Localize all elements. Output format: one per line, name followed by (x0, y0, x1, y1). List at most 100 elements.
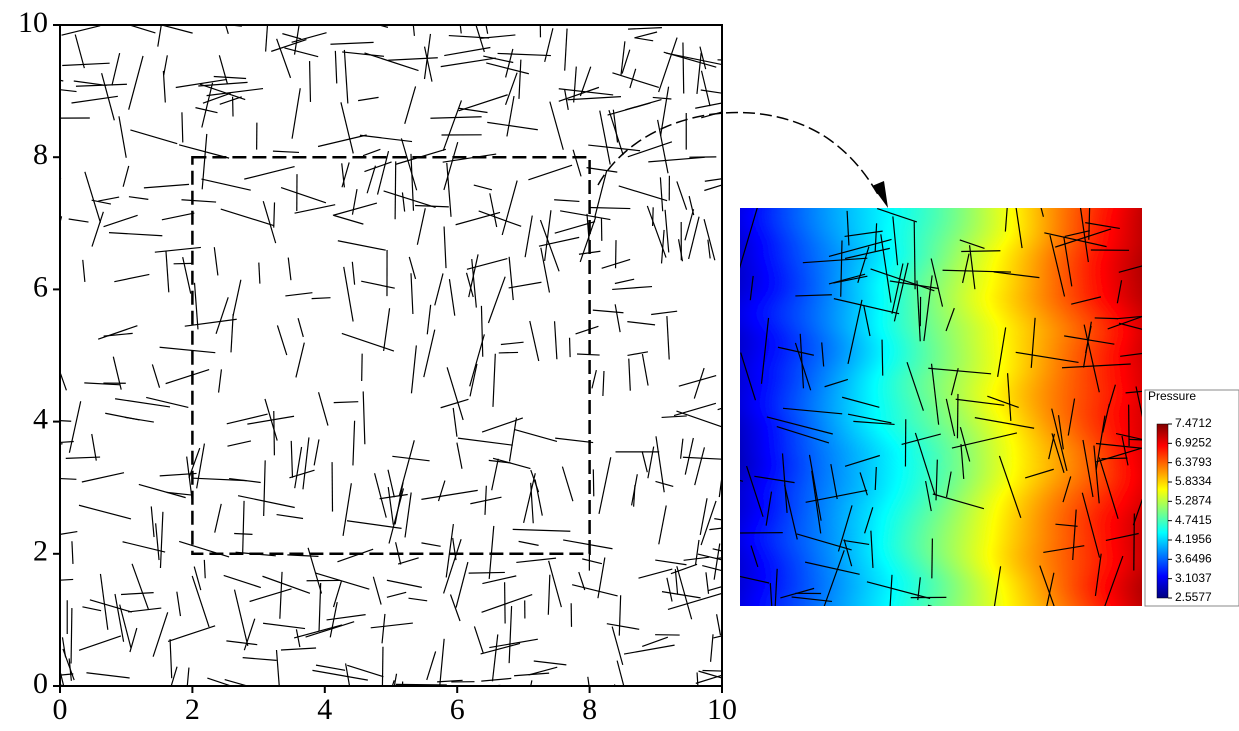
x-tick-label: 4 (317, 693, 332, 726)
fracture (675, 12, 714, 19)
fracture (483, 55, 514, 64)
fracture (935, 459, 938, 501)
fracture (294, 204, 336, 214)
fracture (844, 230, 883, 238)
fracture (84, 382, 121, 386)
fracture (294, 446, 303, 489)
fracture (780, 587, 815, 599)
fracture (676, 181, 688, 210)
fracture (602, 370, 605, 397)
fracture (343, 266, 354, 322)
fracture (931, 538, 933, 579)
fracture (1020, 199, 1060, 205)
fracture (337, 240, 386, 251)
fracture (302, 437, 310, 490)
fracture (1105, 532, 1139, 541)
fracture (579, 66, 592, 97)
fracture-network (35, 12, 722, 686)
fracture (243, 618, 256, 651)
fracture (791, 596, 832, 603)
fracture (492, 457, 531, 470)
fracture (760, 317, 770, 384)
fracture (421, 542, 441, 547)
fracture (1049, 234, 1066, 297)
fracture (700, 500, 717, 546)
fracture (1071, 296, 1102, 305)
fracture (455, 561, 469, 608)
fracture (642, 636, 669, 647)
fracture (528, 164, 573, 181)
fracture (258, 262, 261, 284)
fracture (289, 469, 315, 479)
fracture (234, 532, 253, 535)
fracture (388, 488, 405, 544)
fracture (214, 503, 222, 533)
fracture (233, 589, 249, 647)
fracture (613, 684, 616, 686)
fracture (1064, 230, 1090, 238)
fracture (577, 353, 600, 356)
fracture (930, 363, 940, 425)
fracture (311, 297, 331, 300)
fracture (866, 581, 931, 600)
fracture (695, 102, 722, 109)
fracture (448, 279, 456, 316)
fracture (398, 440, 415, 497)
fracture (351, 261, 356, 285)
colorbar-tick-label: 5.8334 (1175, 474, 1212, 488)
fracture (892, 216, 899, 266)
fracture (282, 33, 302, 40)
fracture (901, 433, 941, 446)
fracture (101, 73, 115, 121)
fracture (176, 591, 182, 617)
fracture (582, 558, 603, 565)
fracture (165, 250, 170, 293)
fracture (655, 480, 674, 488)
fracture (376, 25, 389, 28)
colorbar-tick-label: 3.1037 (1175, 571, 1212, 585)
fracture (539, 219, 560, 272)
fracture (332, 202, 378, 216)
fracture (451, 13, 485, 17)
fracture (220, 208, 275, 227)
fracture (781, 453, 788, 514)
colorbar-tick-label: 3.6496 (1175, 552, 1212, 566)
fracture (974, 417, 1035, 429)
fracture (564, 28, 568, 71)
fracture (213, 75, 247, 80)
fracture (201, 82, 214, 128)
colorbar-legend: Pressure 7.4712 6.9252 6.3793 5.8334 5.2874 4… (1144, 389, 1239, 607)
fracture (35, 319, 48, 357)
fracture (154, 246, 201, 253)
fracture (131, 563, 149, 610)
fracture (352, 420, 356, 466)
fracture (548, 560, 562, 608)
fracture (480, 642, 521, 655)
fracture (555, 437, 594, 444)
fracture (749, 275, 754, 301)
fracture (383, 308, 391, 352)
fracture (658, 37, 678, 93)
fracture (1046, 572, 1055, 606)
fracture (766, 416, 833, 435)
fracture (1051, 408, 1068, 472)
fracture (351, 189, 358, 215)
fracture (1098, 457, 1119, 519)
fracture (713, 543, 721, 580)
fracture (841, 396, 880, 408)
fracture (184, 318, 237, 327)
fracture (181, 199, 217, 203)
fracture (993, 271, 1040, 279)
fracture (317, 392, 329, 426)
fracture (1148, 266, 1154, 300)
fracture (161, 212, 195, 221)
fracture (837, 505, 853, 552)
fracture (993, 566, 1002, 606)
fracture (97, 325, 138, 340)
fracture (1095, 442, 1142, 449)
fracture (201, 133, 208, 190)
fracture (688, 195, 695, 216)
fracture (705, 572, 710, 594)
fracture (340, 102, 354, 154)
fracture (392, 455, 430, 462)
